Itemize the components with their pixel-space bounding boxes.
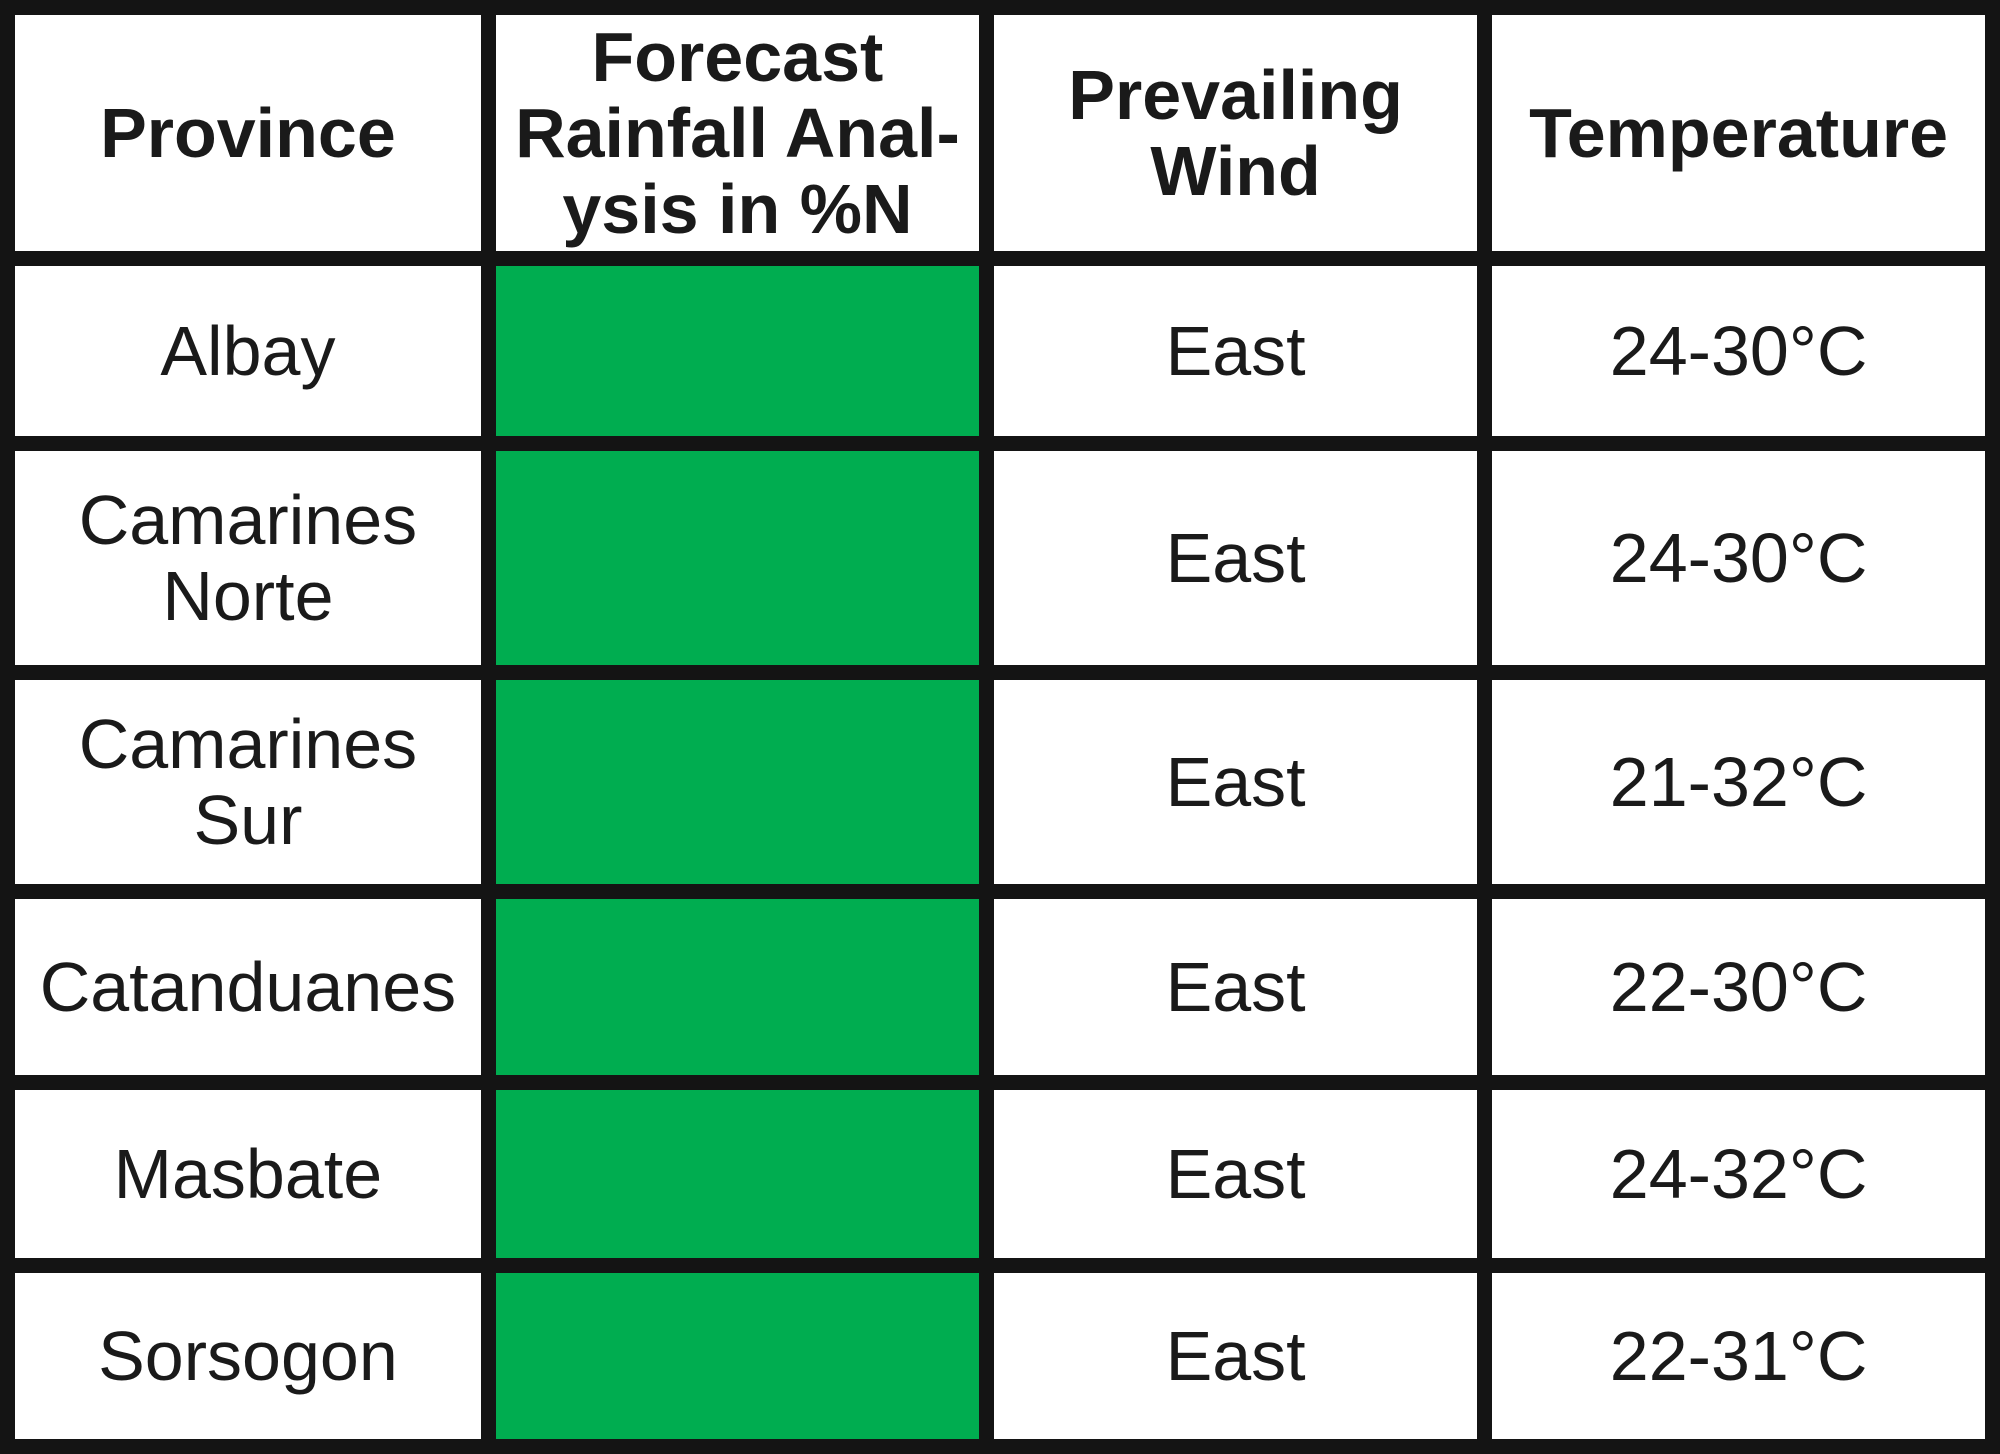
rainfall-header-line-2: Rainfall Anal- (515, 94, 960, 172)
temperature-cell: 24-32°C (1492, 1089, 1985, 1258)
wind-cell: East (994, 679, 1478, 884)
table-row: Sorsogon East 22-31°C (15, 1272, 1985, 1439)
wind-header-line-2: Wind (1150, 132, 1321, 210)
province-name: Catanduanes (39, 947, 457, 1026)
rainfall-cell (495, 679, 980, 884)
column-header-province: Province (15, 15, 481, 251)
column-header-rainfall: Forecast Rainfall Anal- ysis in %N (495, 15, 980, 251)
temperature-cell: 22-30°C (1492, 898, 1985, 1075)
province-header-label: Province (100, 94, 396, 172)
wind-header-line-1: Prevailing (1068, 56, 1403, 134)
temperature-cell: 22-31°C (1492, 1272, 1985, 1439)
temperature-cell: 24-30°C (1492, 266, 1985, 437)
table-row: Camarines Norte East 24-30°C (15, 451, 1985, 665)
table-row: Camarines Sur East 21-32°C (15, 679, 1985, 884)
table-row: Albay East 24-30°C (15, 266, 1985, 437)
province-cell: Masbate (15, 1089, 481, 1258)
province-cell: Camarines Norte (15, 451, 481, 665)
temperature-header-label: Temperature (1529, 94, 1949, 172)
rainfall-cell (495, 1272, 980, 1439)
temperature-cell: 24-30°C (1492, 451, 1985, 665)
rainfall-cell (495, 898, 980, 1075)
province-name-line-2: Sur (193, 780, 303, 859)
province-name: Masbate (113, 1134, 383, 1213)
province-name-line-1: Camarines (78, 481, 418, 560)
wind-cell: East (994, 1089, 1478, 1258)
column-header-wind: Prevailing Wind (994, 15, 1478, 251)
temperature-cell: 21-32°C (1492, 679, 1985, 884)
table-header-row: Province Forecast Rainfall Anal- ysis in… (15, 15, 1985, 251)
table-row: Catanduanes East 22-30°C (15, 898, 1985, 1075)
province-name: Sorsogon (98, 1316, 398, 1395)
rainfall-cell (495, 451, 980, 665)
rainfall-header-line-1: Forecast (591, 18, 884, 96)
province-cell: Albay (15, 266, 481, 437)
wind-cell: East (994, 266, 1478, 437)
wind-cell: East (994, 451, 1478, 665)
wind-cell: East (994, 1272, 1478, 1439)
province-cell: Sorsogon (15, 1272, 481, 1439)
province-name-line-1: Camarines (78, 704, 418, 783)
column-header-temperature: Temperature (1492, 15, 1985, 251)
province-cell: Camarines Sur (15, 679, 481, 884)
rainfall-cell (495, 266, 980, 437)
table-row: Masbate East 24-32°C (15, 1089, 1985, 1258)
province-name: Albay (160, 312, 336, 391)
province-name-line-2: Norte (162, 557, 334, 636)
rainfall-cell (495, 1089, 980, 1258)
wind-cell: East (994, 898, 1478, 1075)
province-cell: Catanduanes (15, 898, 481, 1075)
rainfall-header-line-3: ysis in %N (562, 170, 913, 248)
